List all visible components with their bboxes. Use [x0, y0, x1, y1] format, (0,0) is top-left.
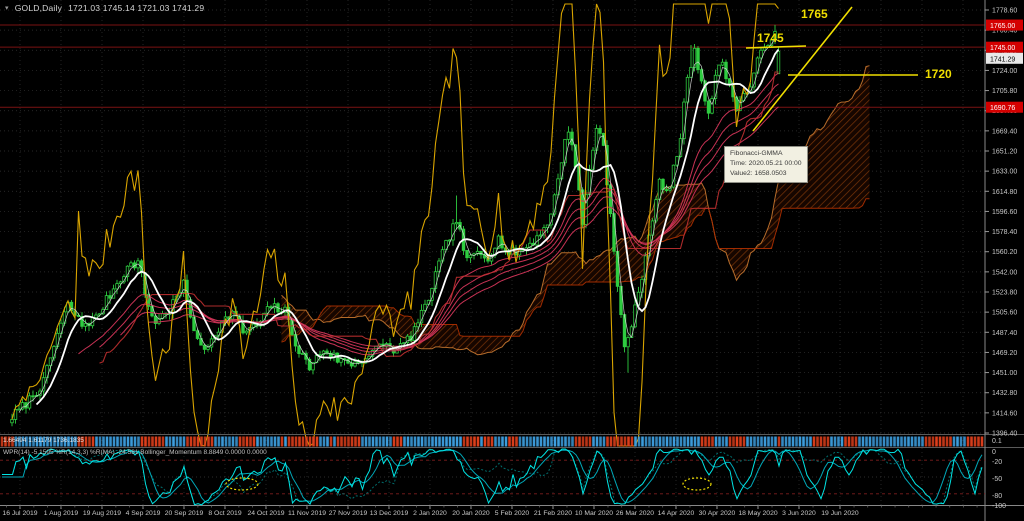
yellow-trendline[interactable]: [745, 45, 807, 49]
svg-text:26 Mar 2020: 26 Mar 2020: [616, 510, 654, 517]
svg-text:1705.80: 1705.80: [992, 88, 1017, 95]
oscillator-pane: [0, 448, 985, 506]
yellow-trendlines[interactable]: [745, 6, 918, 132]
svg-text:19 Jun 2020: 19 Jun 2020: [821, 510, 859, 517]
horizontal-level-lines: [0, 24, 985, 108]
svg-text:27 Nov 2019: 27 Nov 2019: [329, 510, 368, 517]
ellipse-annotations[interactable]: [225, 477, 712, 491]
svg-text:8 Oct 2019: 8 Oct 2019: [208, 510, 241, 517]
svg-text:5 Feb 2020: 5 Feb 2020: [495, 510, 530, 517]
svg-text:1414.60: 1414.60: [992, 410, 1017, 417]
svg-text:10 Mar 2020: 10 Mar 2020: [575, 510, 613, 517]
svg-text:1505.60: 1505.60: [992, 310, 1017, 317]
strip-indicator-values: 1.66494 1.61179 1736.1835: [3, 437, 84, 444]
svg-text:19 Aug 2019: 19 Aug 2019: [83, 510, 121, 517]
svg-text:-20: -20: [992, 459, 1002, 466]
svg-text:1396.40: 1396.40: [992, 431, 1017, 438]
svg-text:1523.80: 1523.80: [992, 290, 1017, 297]
chart-ohlc-values: 1721.03 1745.14 1721.03 1741.29: [68, 3, 205, 13]
grid-lines: [0, 0, 985, 506]
svg-text:1690.76: 1690.76: [990, 105, 1015, 112]
yellow-ellipse-annotation[interactable]: [682, 477, 712, 491]
svg-text:24 Oct 2019: 24 Oct 2019: [247, 510, 284, 517]
svg-text:1760.40: 1760.40: [992, 28, 1017, 35]
chart-title: ▾ GOLD,Daily 1721.03 1745.14 1721.03 174…: [5, 3, 204, 13]
svg-text:-50: -50: [992, 476, 1002, 483]
svg-text:18 May 2020: 18 May 2020: [738, 510, 778, 517]
svg-text:1778.60: 1778.60: [992, 8, 1017, 15]
yellow-indicator-line: [11, 3, 779, 447]
symbol-marker-icon: ▾: [5, 5, 9, 12]
svg-text:1651.20: 1651.20: [992, 149, 1017, 156]
moving-average-lines: [18, 38, 780, 413]
svg-text:1596.60: 1596.60: [992, 209, 1017, 216]
svg-text:11 Nov 2019: 11 Nov 2019: [288, 510, 326, 517]
svg-text:1560.20: 1560.20: [992, 249, 1017, 256]
svg-text:1765.00: 1765.00: [990, 23, 1015, 30]
svg-text:0.1: 0.1: [992, 438, 1002, 445]
price-annotation-1720[interactable]: 1720: [925, 67, 952, 81]
svg-text:1542.00: 1542.00: [992, 269, 1017, 276]
yellow-ellipse-annotation[interactable]: [225, 477, 259, 491]
svg-text:1469.20: 1469.20: [992, 350, 1017, 357]
momentum-strip-bars: [0, 436, 984, 447]
date-axis: 16 Jul 2019 1 Aug 2019 19 Aug 2019 4 Sep 20…: [2, 505, 978, 517]
svg-text:20 Jan 2020: 20 Jan 2020: [452, 510, 490, 517]
svg-text:1745.00: 1745.00: [990, 45, 1015, 52]
svg-text:1633.00: 1633.00: [992, 169, 1017, 176]
chart-symbol-label: GOLD,Daily: [14, 3, 63, 13]
svg-text:3 Jun 2020: 3 Jun 2020: [782, 510, 816, 517]
svg-text:1 Aug 2019: 1 Aug 2019: [44, 510, 79, 517]
svg-text:-100: -100: [992, 503, 1006, 510]
svg-text:0: 0: [992, 449, 996, 456]
svg-text:-80: -80: [992, 493, 1002, 500]
price-annotation-1765[interactable]: 1765: [801, 7, 828, 21]
svg-text:30 Apr 2020: 30 Apr 2020: [699, 510, 736, 517]
tooltip-value: Value2: 1658.0503: [730, 169, 787, 177]
oscillator-indicator-values: WPR(14) -5.1595 %R(14,3,3) %R(MA) -24.58…: [3, 449, 267, 456]
svg-text:1669.40: 1669.40: [992, 128, 1017, 135]
yellow-trendline[interactable]: [752, 6, 853, 132]
svg-text:20 Sep 2019: 20 Sep 2019: [165, 510, 204, 517]
svg-text:4 Sep 2019: 4 Sep 2019: [126, 510, 161, 517]
svg-text:13 Dec 2019: 13 Dec 2019: [370, 510, 409, 517]
svg-text:1451.00: 1451.00: [992, 370, 1017, 377]
svg-text:1487.40: 1487.40: [992, 330, 1017, 337]
svg-text:1724.00: 1724.00: [992, 68, 1017, 75]
svg-text:21 Feb 2020: 21 Feb 2020: [534, 510, 572, 517]
svg-text:1741.29: 1741.29: [990, 56, 1015, 63]
svg-text:1578.40: 1578.40: [992, 229, 1017, 236]
price-marker-boxes: 1765.00 1745.00 1741.29 1690.76: [986, 19, 1023, 113]
svg-text:2 Jan 2020: 2 Jan 2020: [413, 510, 447, 517]
price-annotation-1745[interactable]: 1745: [757, 31, 784, 45]
tooltip-indicator-name: Fibonacci-GMMA: [730, 150, 783, 157]
tooltip-time: Time: 2020.05.21 00:00: [730, 159, 802, 167]
indicator-tooltip: Fibonacci-GMMA Time: 2020.05.21 00:00 Va…: [724, 146, 808, 183]
svg-text:14 Apr 2020: 14 Apr 2020: [658, 510, 695, 517]
svg-text:1432.80: 1432.80: [992, 390, 1017, 397]
svg-text:1614.80: 1614.80: [992, 189, 1017, 196]
svg-text:16 Jul 2019: 16 Jul 2019: [2, 510, 37, 517]
